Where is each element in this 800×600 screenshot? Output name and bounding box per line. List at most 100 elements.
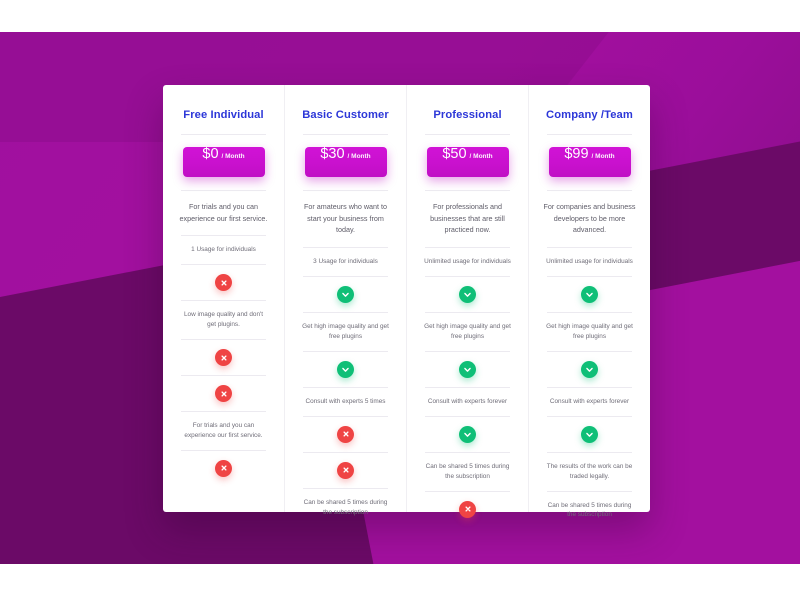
divider (303, 190, 388, 191)
feature-text-row: Get high image quality and get free plug… (424, 322, 511, 340)
divider (425, 134, 510, 135)
pricing-column: Free Individual $0/ Month For trials and y… (163, 85, 284, 512)
feature-status-row (417, 417, 518, 452)
check-circle-icon (459, 425, 476, 443)
divider (303, 275, 388, 277)
divider (425, 190, 510, 191)
feature-text-row: The results of the work can be traded le… (546, 462, 633, 480)
price-period: / Month (347, 153, 371, 160)
feature-text-row: Consult with experts 5 times (305, 397, 386, 405)
divider (303, 415, 388, 417)
divider (303, 246, 388, 248)
feature-text-row: Get high image quality and get free plug… (302, 322, 389, 340)
divider (181, 411, 266, 413)
divider (547, 134, 632, 135)
feature-status-row (539, 277, 640, 312)
plan-description: For professionals and businesses that ar… (430, 202, 505, 235)
feature-status-row (417, 352, 518, 387)
pricing-column: Company /Team $99/ Month For companies and… (528, 85, 650, 518)
price-amount: $30 (320, 146, 345, 162)
divider (181, 339, 266, 341)
divider (181, 300, 266, 302)
pricing-column: Basic Customer $30/ Month For amateurs who… (284, 85, 406, 516)
divider (425, 246, 510, 248)
plan-usage: Unlimited usage for individuals (546, 257, 633, 265)
price-amount: $99 (564, 146, 589, 162)
feature-status-row (539, 417, 640, 452)
feature-text-row: Can be shared 5 times during the subscri… (425, 462, 510, 480)
divider (547, 311, 632, 313)
pricing-table: Free Individual $0/ Month For trials and y… (163, 85, 650, 518)
feature-text-row: Can be shared 5 times during the subscri… (303, 498, 388, 516)
divider (547, 451, 632, 453)
check-circle-icon (337, 360, 354, 378)
divider (425, 275, 510, 277)
divider (181, 449, 266, 451)
price-button-wrap: $0/ Month (182, 135, 265, 190)
feature-text-row: Consult with experts forever (427, 397, 508, 405)
feature-text-row: Get high image quality and get free plug… (546, 322, 633, 340)
feature-status-row (173, 340, 274, 375)
divider (425, 415, 510, 417)
close-circle-icon (459, 500, 476, 518)
check-circle-icon (459, 360, 476, 378)
plan-price-button[interactable]: $0/ Month (182, 146, 265, 177)
feature-status-row (417, 277, 518, 312)
plan-price-button[interactable]: $50/ Month (426, 146, 509, 177)
feature-status-row (173, 265, 274, 300)
plan-description: For amateurs who want to start your busi… (303, 202, 388, 235)
divider (181, 264, 266, 266)
plan-price-button[interactable]: $30/ Month (304, 146, 387, 177)
divider (181, 190, 266, 191)
feature-status-row (295, 352, 396, 387)
check-circle-icon (581, 285, 598, 303)
price-button-wrap: $30/ Month (304, 135, 387, 190)
plan-usage: Unlimited usage for individuals (424, 257, 511, 265)
plan-title: Company /Team (546, 109, 633, 121)
divider (547, 490, 632, 492)
divider (425, 311, 510, 313)
plan-usage: 3 Usage for individuals (313, 257, 378, 265)
check-circle-icon (459, 285, 476, 303)
divider (547, 415, 632, 417)
divider (303, 311, 388, 313)
price-button-wrap: $99/ Month (548, 135, 631, 190)
price-amount: $0 (202, 146, 219, 162)
divider (547, 190, 632, 191)
divider (303, 451, 388, 453)
feature-status-row (417, 492, 518, 527)
divider (547, 386, 632, 388)
price-amount: $50 (442, 146, 467, 162)
divider (181, 134, 266, 135)
close-circle-icon (215, 385, 232, 403)
divider (547, 246, 632, 248)
feature-text-row: For trials and you can experience our fi… (184, 422, 263, 439)
divider (303, 487, 388, 489)
plan-title: Professional (433, 109, 502, 121)
close-circle-icon (215, 274, 232, 292)
plan-price-button[interactable]: $99/ Month (548, 146, 631, 177)
check-circle-icon (337, 285, 354, 303)
close-circle-icon (337, 425, 354, 443)
divider (425, 451, 510, 453)
divider (547, 275, 632, 277)
feature-status-row (295, 453, 396, 488)
divider (425, 386, 510, 388)
plan-title: Free Individual (183, 109, 264, 121)
divider (181, 375, 266, 377)
price-button-wrap: $50/ Month (426, 135, 509, 190)
divider (181, 235, 266, 237)
divider (547, 350, 632, 352)
check-circle-icon (581, 360, 598, 378)
close-circle-icon (215, 459, 232, 477)
feature-text-row: Low image quality and don't get plugins. (183, 311, 264, 329)
check-circle-icon (581, 425, 598, 443)
divider (303, 386, 388, 388)
plan-title: Basic Customer (302, 109, 389, 121)
feature-status-row (539, 352, 640, 387)
divider (303, 134, 388, 135)
divider (303, 350, 388, 352)
divider (425, 350, 510, 352)
plan-description: For companies and business developers to… (543, 202, 636, 235)
